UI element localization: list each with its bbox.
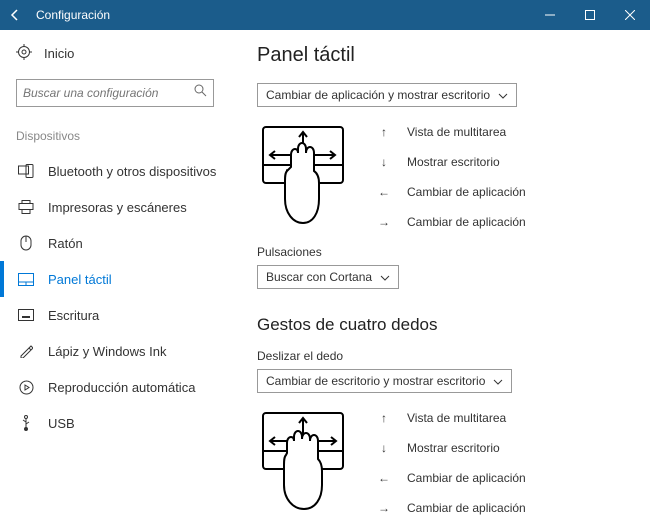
- taps-label: Pulsaciones: [257, 245, 632, 259]
- sidebar-item-label: Escritura: [48, 308, 99, 323]
- gesture-label: Cambiar de aplicación: [407, 185, 526, 199]
- back-button[interactable]: [0, 0, 30, 30]
- arrow-up-icon: ↑: [377, 411, 391, 425]
- sidebar-item-label: USB: [48, 416, 75, 431]
- sidebar-item-bluetooth[interactable]: Bluetooth y otros dispositivos: [16, 153, 219, 189]
- gesture-label: Mostrar escritorio: [407, 155, 500, 169]
- mouse-icon: [18, 235, 34, 251]
- sidebar-item-autoplay[interactable]: Reproducción automática: [16, 369, 219, 405]
- printer-icon: [18, 199, 34, 215]
- arrow-left-icon: ←: [377, 471, 391, 485]
- gesture-label: Cambiar de aplicación: [407, 471, 526, 485]
- sidebar-item-typing[interactable]: Escritura: [16, 297, 219, 333]
- usb-icon: [18, 415, 34, 431]
- dropdown-value: Cambiar de aplicación y mostrar escritor…: [266, 88, 490, 102]
- arrow-right-icon: →: [377, 215, 391, 229]
- close-button[interactable]: [610, 0, 650, 30]
- gesture-down: ↓ Mostrar escritorio: [377, 441, 526, 455]
- home-label: Inicio: [44, 46, 74, 61]
- titlebar: Configuración: [0, 0, 650, 30]
- gesture-label: Mostrar escritorio: [407, 441, 500, 455]
- sidebar-item-label: Panel táctil: [48, 272, 112, 287]
- chevron-down-icon: [498, 88, 508, 102]
- sidebar-item-mouse[interactable]: Ratón: [16, 225, 219, 261]
- home-link[interactable]: Inicio: [16, 44, 219, 63]
- gesture-label: Vista de multitarea: [407, 125, 506, 139]
- gesture-left: ← Cambiar de aplicación: [377, 471, 526, 485]
- maximize-button[interactable]: [570, 0, 610, 30]
- gesture-right: → Cambiar de aplicación: [377, 501, 526, 515]
- window-title: Configuración: [36, 8, 530, 22]
- swipe-label: Deslizar el dedo: [257, 349, 632, 363]
- main-panel: Panel táctil Cambiar de aplicación y mos…: [225, 30, 650, 522]
- dropdown-value: Cambiar de escritorio y mostrar escritor…: [266, 374, 485, 388]
- devices-icon: [18, 163, 34, 179]
- three-finger-swipe-dropdown[interactable]: Cambiar de aplicación y mostrar escritor…: [257, 83, 517, 107]
- sidebar-item-label: Impresoras y escáneres: [48, 200, 187, 215]
- chevron-down-icon: [380, 270, 390, 284]
- four-finger-swipe-dropdown[interactable]: Cambiar de escritorio y mostrar escritor…: [257, 369, 512, 393]
- keyboard-icon: [18, 307, 34, 323]
- gesture-up: ↑ Vista de multitarea: [377, 125, 526, 139]
- gesture-label: Cambiar de aplicación: [407, 215, 526, 229]
- group-header: Dispositivos: [16, 129, 219, 143]
- gesture-label: Vista de multitarea: [407, 411, 506, 425]
- chevron-down-icon: [493, 374, 503, 388]
- sidebar: Inicio Dispositivos Bluetooth y otros di…: [0, 30, 225, 522]
- sidebar-item-touchpad[interactable]: Panel táctil: [16, 261, 219, 297]
- page-title: Panel táctil: [257, 44, 632, 67]
- minimize-button[interactable]: [530, 0, 570, 30]
- gesture-up: ↑ Vista de multitarea: [377, 411, 526, 425]
- search-icon: [194, 84, 207, 102]
- sidebar-item-printers[interactable]: Impresoras y escáneres: [16, 189, 219, 225]
- sidebar-item-label: Lápiz y Windows Ink: [48, 344, 167, 359]
- arrow-left-icon: ←: [377, 185, 391, 199]
- four-finger-illustration: [257, 407, 349, 517]
- touchpad-icon: [18, 271, 34, 287]
- sidebar-item-label: Reproducción automática: [48, 380, 195, 395]
- arrow-down-icon: ↓: [377, 155, 391, 169]
- arrow-down-icon: ↓: [377, 441, 391, 455]
- sidebar-item-label: Bluetooth y otros dispositivos: [48, 164, 216, 179]
- arrow-right-icon: →: [377, 501, 391, 515]
- sidebar-item-usb[interactable]: USB: [16, 405, 219, 441]
- sidebar-item-label: Ratón: [48, 236, 83, 251]
- section-title: Gestos de cuatro dedos: [257, 315, 632, 335]
- home-icon: [16, 44, 32, 63]
- autoplay-icon: [18, 379, 34, 395]
- gesture-label: Cambiar de aplicación: [407, 501, 526, 515]
- dropdown-value: Buscar con Cortana: [266, 270, 372, 284]
- gesture-right: → Cambiar de aplicación: [377, 215, 526, 229]
- sidebar-item-pen[interactable]: Lápiz y Windows Ink: [16, 333, 219, 369]
- pen-icon: [18, 343, 34, 359]
- arrow-up-icon: ↑: [377, 125, 391, 139]
- search-input[interactable]: [23, 86, 194, 100]
- taps-dropdown[interactable]: Buscar con Cortana: [257, 265, 399, 289]
- three-finger-illustration: [257, 121, 349, 231]
- gesture-down: ↓ Mostrar escritorio: [377, 155, 526, 169]
- gesture-left: ← Cambiar de aplicación: [377, 185, 526, 199]
- search-box[interactable]: [16, 79, 214, 107]
